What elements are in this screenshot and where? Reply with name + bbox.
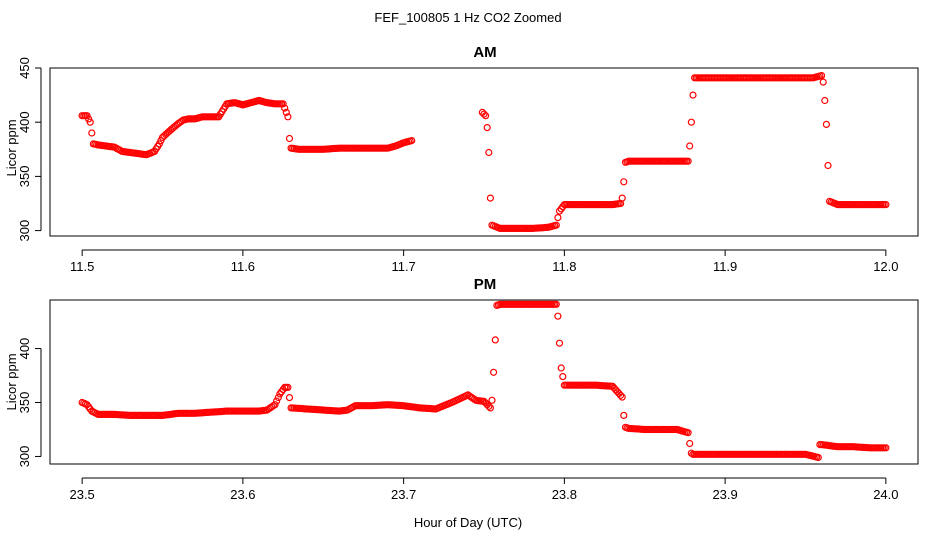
x-tick-label: 12.0	[873, 259, 898, 274]
data-point	[284, 113, 292, 121]
x-tick-label: 23.8	[552, 487, 577, 502]
data-point	[486, 404, 494, 412]
x-tick-label: 23.6	[230, 487, 255, 502]
y-axis-label: Licor ppm	[4, 353, 19, 410]
data-point	[480, 110, 488, 118]
data-point	[273, 397, 281, 405]
data-point	[559, 373, 567, 381]
panel-am: AM Licor ppm 11.5 11.6 11.7 11.8 11.9 12.0 300…	[4, 44, 919, 274]
plot-frame	[49, 299, 919, 465]
data-point	[271, 401, 279, 409]
x-tick-label: 11.9	[713, 259, 737, 274]
x-tick-label: 11.5	[70, 259, 94, 274]
data-point	[488, 396, 496, 404]
panel-title: PM	[474, 276, 497, 293]
data-point	[824, 161, 832, 170]
data-point	[282, 108, 290, 117]
data-point	[490, 368, 498, 376]
data-point	[88, 129, 96, 137]
data-point	[687, 118, 696, 126]
y-tick-label: 450	[17, 57, 32, 79]
data-point	[686, 142, 694, 150]
data-point	[620, 411, 628, 419]
data-point	[284, 383, 292, 391]
data-point	[557, 364, 565, 372]
data-point	[552, 300, 560, 308]
data-point	[882, 201, 890, 209]
data-point	[821, 96, 829, 105]
data-point	[274, 393, 282, 402]
data-point	[618, 393, 626, 401]
data-point	[285, 394, 294, 402]
panel-title: AM	[473, 44, 496, 61]
data-point	[814, 453, 822, 462]
plot-frame	[49, 67, 919, 237]
y-tick-label: 300	[17, 220, 32, 242]
data-point	[822, 120, 831, 129]
data-point	[616, 391, 625, 399]
data-point	[408, 137, 416, 145]
y-tick-label: 400	[17, 338, 32, 360]
data-point	[882, 444, 890, 452]
data-point	[483, 123, 491, 132]
figure-title: FEF_100805 1 Hz CO2 Zoomed	[374, 10, 561, 25]
y-tick-label: 300	[17, 446, 32, 468]
data-point	[552, 221, 560, 229]
x-axis-label: Hour of Day (UTC)	[414, 515, 522, 530]
data-point	[689, 91, 697, 99]
x-tick-label: 23.5	[69, 487, 94, 502]
data-point	[618, 194, 626, 202]
data-point	[554, 312, 562, 320]
data-point	[686, 439, 694, 448]
data-point	[86, 118, 94, 126]
data-point	[279, 100, 287, 108]
x-tick-label: 11.8	[552, 259, 576, 274]
x-tick-label: 23.7	[391, 487, 416, 502]
data-point	[620, 178, 628, 186]
x-tick-label: 24.0	[873, 487, 898, 502]
data-point	[485, 148, 493, 157]
x-tick-label: 11.6	[231, 259, 255, 274]
y-axis-label: Licor ppm	[4, 119, 19, 176]
data-point	[285, 134, 294, 143]
x-tick-label: 23.9	[712, 487, 737, 502]
data-point	[684, 429, 692, 437]
panel-pm: PM Licor ppm 23.5 23.6 23.7 23.8 23.9 24.0 300…	[4, 276, 919, 502]
y-tick-label: 350	[17, 392, 32, 414]
data-point	[281, 104, 289, 112]
data-point	[817, 71, 826, 80]
data-point	[486, 194, 494, 202]
data-point	[555, 339, 564, 347]
y-tick-label: 400	[17, 111, 32, 133]
data-point	[554, 214, 562, 222]
data-point	[485, 402, 493, 410]
y-tick-label: 350	[17, 166, 32, 188]
x-tick-label: 11.7	[391, 259, 415, 274]
data-point	[684, 157, 692, 165]
data-point	[482, 112, 490, 120]
data-point	[819, 78, 827, 86]
data-point	[491, 336, 499, 344]
